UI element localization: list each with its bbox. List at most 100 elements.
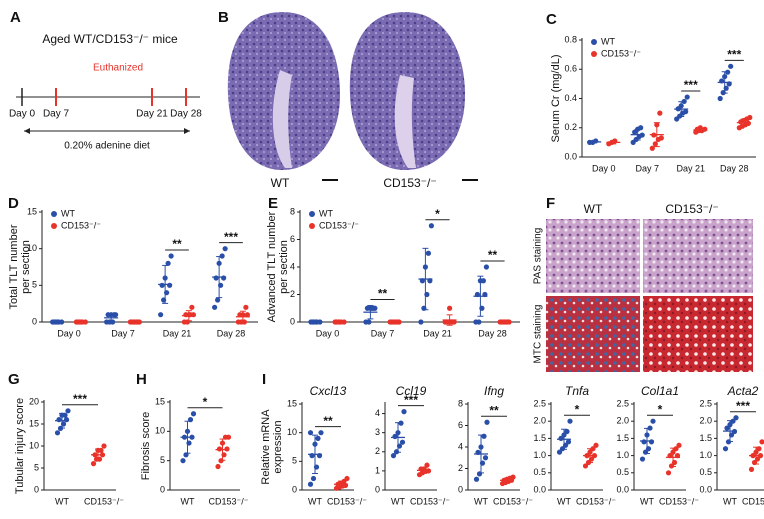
dot xyxy=(725,69,731,75)
dot xyxy=(390,453,397,459)
y-axis-label: Fibrosis score xyxy=(140,412,152,480)
x-tick-label: CD153⁻/⁻ xyxy=(576,496,616,506)
dot xyxy=(225,434,232,440)
dot xyxy=(639,456,646,462)
y-tick-label: 0 xyxy=(32,316,37,326)
y-tick-label: 0.0 xyxy=(699,484,712,494)
x-tick-label: Day 0 xyxy=(592,163,616,173)
x-tick-label: Day 28 xyxy=(217,328,246,338)
significance: *** xyxy=(404,393,418,407)
dot xyxy=(724,425,730,431)
y-tick-label: 2.0 xyxy=(616,416,629,426)
x-tick-label: WT xyxy=(723,496,737,506)
chart-title: Ccl19 xyxy=(396,384,427,398)
dot xyxy=(56,417,62,423)
significance: ** xyxy=(488,248,498,262)
chart-title: Acta2 xyxy=(727,384,759,398)
dot xyxy=(593,442,599,448)
x-tick-label: Day 0 xyxy=(316,328,340,338)
significance: * xyxy=(435,207,440,221)
x-tick-label: WT xyxy=(308,496,322,506)
y-tick-label: 1.5 xyxy=(616,433,629,443)
dot xyxy=(748,466,755,472)
pelvis xyxy=(394,75,416,168)
column-label: CD153⁻/⁻ xyxy=(665,202,718,216)
legend-label: WT xyxy=(319,208,333,218)
x-tick-label: CD153⁻/⁻ xyxy=(493,496,533,506)
chart-title: Tnfa xyxy=(565,384,589,398)
dot xyxy=(722,446,729,452)
y-tick-label: 0 xyxy=(160,484,165,494)
panel-letter: D xyxy=(8,195,19,212)
legend-marker xyxy=(591,39,597,45)
dot xyxy=(681,98,687,105)
dot xyxy=(733,415,739,421)
y-tick-label: 0 xyxy=(292,484,297,494)
y-tick-label: 10 xyxy=(155,426,165,436)
dot xyxy=(484,419,490,425)
significance: * xyxy=(658,402,663,416)
legend-marker xyxy=(51,211,57,217)
y-tick-label: 2 xyxy=(290,289,295,299)
dot xyxy=(565,439,572,445)
y-tick-label: 1.0 xyxy=(533,450,546,460)
column-label: WT xyxy=(584,202,603,216)
legend-label: CD153⁻/⁻ xyxy=(61,220,101,230)
y-tick-label: 8 xyxy=(290,206,295,216)
panel-letter: E xyxy=(268,195,278,212)
dot xyxy=(759,439,764,445)
dot xyxy=(101,443,107,449)
x-tick-label: CD153⁻/⁻ xyxy=(84,496,124,506)
event-label: Euthanized xyxy=(93,63,143,74)
dot xyxy=(658,135,664,141)
y-axis-label: Serum Cr (mg/dL) xyxy=(550,54,562,142)
panel-letter: A xyxy=(10,9,21,26)
dot xyxy=(567,418,573,424)
dot xyxy=(165,260,171,266)
dot xyxy=(450,319,456,325)
panel-letter: G xyxy=(8,371,20,388)
dot xyxy=(370,305,376,311)
dot xyxy=(180,458,186,464)
y-tick-label: 0.0 xyxy=(533,484,546,494)
y-tick-label: 0 xyxy=(458,484,463,494)
legend-label: WT xyxy=(601,36,615,46)
significance: ** xyxy=(172,237,182,251)
y-tick-label: 4 xyxy=(290,261,295,271)
y-tick-label: 4 xyxy=(458,441,463,451)
y-tick-label: 2.0 xyxy=(533,416,546,426)
dot xyxy=(167,282,173,288)
significance: *** xyxy=(224,230,238,244)
dot xyxy=(510,474,516,480)
y-tick-label: 3 xyxy=(375,427,380,437)
dot xyxy=(158,312,164,318)
y-axis-label: expression xyxy=(272,420,284,473)
dot xyxy=(344,475,350,482)
y-tick-label: 15 xyxy=(287,398,297,408)
x-tick-label: Day 7 xyxy=(635,163,659,173)
panel-letter: H xyxy=(136,371,147,388)
dot xyxy=(665,470,672,476)
row-label: PAS staining xyxy=(533,228,544,285)
dot xyxy=(673,446,679,452)
day-label: Day 28 xyxy=(170,109,202,120)
dot xyxy=(189,304,195,310)
dot xyxy=(556,449,563,455)
dot xyxy=(473,476,480,482)
y-tick-label: 0.6 xyxy=(564,64,577,74)
y-tick-label: 6 xyxy=(458,420,463,430)
x-tick-label: Day 28 xyxy=(720,163,749,173)
y-tick-label: 5 xyxy=(34,462,39,472)
y-tick-label: 0.4 xyxy=(564,93,577,103)
y-tick-label: 5 xyxy=(160,455,165,465)
y-tick-label: 1.5 xyxy=(533,433,546,443)
x-tick-label: Day 21 xyxy=(163,328,192,338)
x-tick-label: WT xyxy=(55,496,69,506)
dot xyxy=(216,446,223,452)
panel-letter: F xyxy=(546,195,555,212)
dot xyxy=(307,430,314,436)
y-tick-label: 10 xyxy=(287,427,297,437)
legend-marker xyxy=(51,223,57,229)
y-tick-label: 15 xyxy=(27,206,37,216)
